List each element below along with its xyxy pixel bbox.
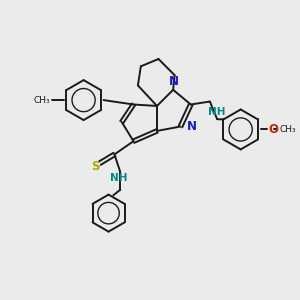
Text: S: S [91, 160, 100, 172]
Text: NH: NH [208, 107, 226, 117]
Text: N: N [187, 120, 197, 133]
Text: NH: NH [110, 173, 128, 184]
Text: CH₃: CH₃ [34, 96, 50, 105]
Text: CH₃: CH₃ [279, 125, 296, 134]
Text: O: O [268, 123, 278, 136]
Text: N: N [169, 75, 179, 88]
